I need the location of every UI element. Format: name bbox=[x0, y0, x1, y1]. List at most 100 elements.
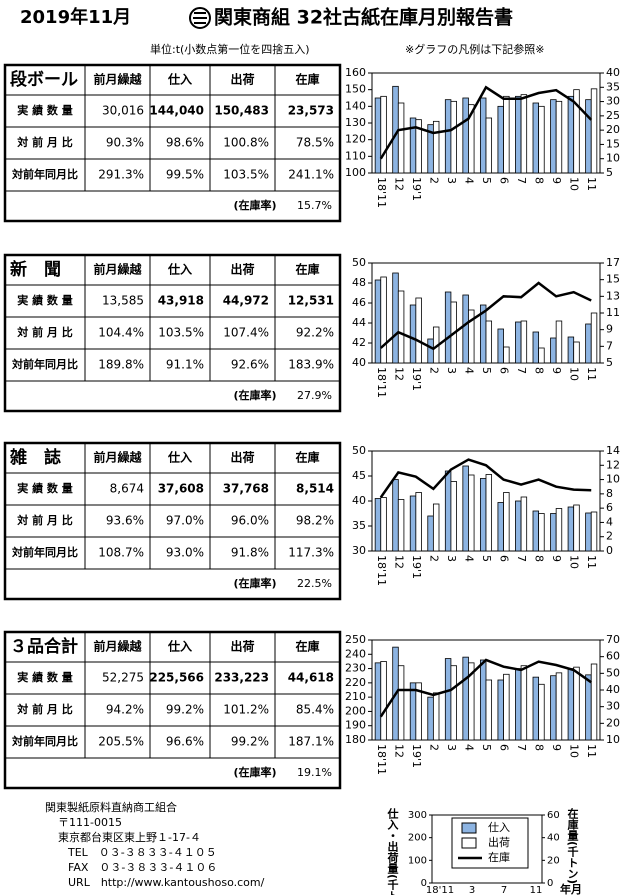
table-cell: 241.1% bbox=[288, 168, 334, 182]
table-cell: 144,040 bbox=[149, 104, 204, 118]
table-cell: 183.9% bbox=[288, 358, 334, 372]
table-cell: 13,585 bbox=[102, 294, 144, 308]
report-date: 2019年11月 bbox=[20, 6, 131, 28]
bar bbox=[409, 682, 417, 741]
y2-tick-label: 20 bbox=[606, 123, 620, 136]
column-header: 前月繰越 bbox=[93, 262, 142, 277]
y2-tick-label: 17 bbox=[606, 256, 620, 269]
x-tick-label: 11 bbox=[585, 367, 598, 381]
x-tick-label: 7 bbox=[515, 177, 528, 184]
bar bbox=[585, 99, 592, 174]
table-cell: 93.0% bbox=[166, 546, 204, 560]
bar bbox=[520, 94, 528, 174]
column-header: 在庫 bbox=[295, 450, 319, 465]
x-tick-label: 9 bbox=[550, 367, 563, 374]
bar bbox=[468, 474, 475, 552]
y2-tick-label: 4 bbox=[606, 515, 613, 528]
table-frame bbox=[3, 630, 342, 790]
x-tick-label: 19'1 bbox=[410, 744, 423, 768]
stock-rate-label: (在庫率) bbox=[233, 576, 276, 590]
x-tick-label: 6 bbox=[498, 555, 511, 562]
bar bbox=[532, 102, 540, 174]
bar bbox=[432, 503, 440, 552]
x-tick-label: 12 bbox=[392, 555, 405, 569]
bar bbox=[415, 119, 422, 174]
y2-tick-label: 11 bbox=[606, 306, 620, 319]
row-label: 対前年同月比 bbox=[11, 167, 78, 181]
table-cell: 291.3% bbox=[98, 168, 144, 182]
bar bbox=[585, 674, 592, 741]
bar bbox=[485, 679, 493, 741]
bar bbox=[427, 515, 434, 552]
x-tick-label: 5 bbox=[480, 744, 493, 751]
bar bbox=[380, 95, 387, 174]
bar bbox=[555, 508, 563, 552]
y-tick-label: 160 bbox=[345, 66, 366, 79]
table-cell: 93.6% bbox=[106, 514, 144, 528]
y-tick-label: 50 bbox=[352, 256, 366, 269]
table-cell: 96.6% bbox=[166, 735, 204, 749]
y2-tick-label: 20 bbox=[547, 855, 560, 866]
section-name: ３品合計 bbox=[10, 636, 78, 657]
y2-tick-label: 15 bbox=[606, 137, 620, 150]
y-tick-label: 250 bbox=[345, 633, 366, 646]
y-axis-title: 仕入・出荷量(千トン) bbox=[386, 807, 400, 895]
bar bbox=[462, 97, 469, 174]
x-tick-label: 7 bbox=[515, 367, 528, 374]
y2-tick-label: 13 bbox=[606, 289, 620, 302]
table-cell: 225,566 bbox=[149, 671, 204, 685]
y-tick-label: 200 bbox=[408, 833, 427, 844]
table-frame bbox=[3, 441, 342, 601]
stock-rate: 22.5% bbox=[297, 577, 332, 590]
bar bbox=[538, 347, 545, 364]
bar bbox=[515, 668, 522, 741]
x-tick-label: 5 bbox=[480, 367, 493, 374]
bar bbox=[432, 692, 440, 741]
bar bbox=[515, 321, 522, 364]
bar bbox=[380, 497, 387, 552]
bar bbox=[585, 512, 592, 552]
bar bbox=[392, 272, 399, 364]
y2-tick-label: 14 bbox=[606, 444, 620, 457]
row-label: 実 績 数 量 bbox=[17, 103, 73, 117]
table-cell: 104.4% bbox=[98, 326, 144, 340]
x-tick-label: 10 bbox=[568, 744, 581, 758]
x-tick-label: 4 bbox=[462, 744, 475, 751]
y2-tick-label: 9 bbox=[606, 323, 613, 336]
x-tick-label: 2 bbox=[427, 177, 440, 184]
stock-rate: 27.9% bbox=[297, 389, 332, 402]
x-tick-label: 4 bbox=[462, 177, 475, 184]
table-cell: 98.6% bbox=[166, 136, 204, 150]
x-tick-label: 9 bbox=[550, 177, 563, 184]
y2-tick-label: 8 bbox=[606, 487, 613, 500]
y-tick-label: 35 bbox=[352, 519, 366, 532]
bar bbox=[550, 513, 557, 552]
x-tick-label: 18'11 bbox=[375, 367, 388, 398]
x-tick-label: 9 bbox=[550, 744, 563, 751]
stock-line bbox=[379, 85, 593, 160]
y2-tick-label: 40 bbox=[606, 683, 620, 696]
bar bbox=[450, 100, 457, 174]
y2-tick-label: 10 bbox=[606, 152, 620, 165]
legend-swatch bbox=[461, 822, 477, 834]
y2-tick-label: 10 bbox=[606, 733, 620, 746]
y2-tick-label: 2 bbox=[606, 530, 613, 543]
bar bbox=[397, 290, 405, 364]
table-cell: 99.5% bbox=[166, 168, 204, 182]
x-unit: 年月 bbox=[560, 882, 582, 895]
logo bbox=[189, 7, 211, 29]
stock-line bbox=[379, 281, 592, 351]
table-cell: 90.3% bbox=[106, 136, 144, 150]
bar bbox=[444, 470, 452, 552]
bar bbox=[520, 665, 528, 741]
table-cell: 96.0% bbox=[231, 514, 269, 528]
y2-tick-label: 35 bbox=[606, 80, 620, 93]
x-tick-label: 6 bbox=[498, 744, 511, 751]
y2-tick-label: 40 bbox=[606, 66, 620, 79]
y-tick-label: 48 bbox=[352, 276, 366, 289]
legend-swatch bbox=[461, 837, 477, 849]
y2-tick-label: 60 bbox=[606, 650, 620, 663]
table-cell: 103.5% bbox=[223, 168, 269, 182]
x-tick-label: 8 bbox=[533, 555, 546, 562]
x-tick-label: 19'1 bbox=[410, 177, 423, 201]
